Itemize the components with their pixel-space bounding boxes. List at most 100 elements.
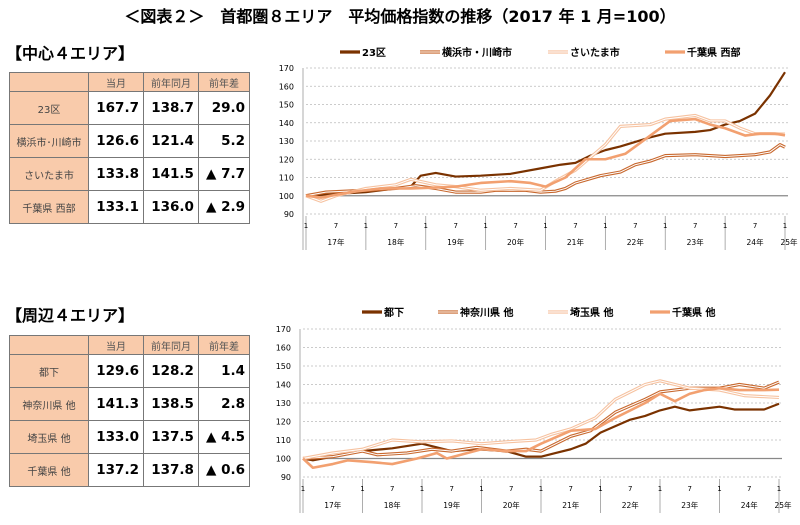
table-row: 神奈川県 他 141.3 138.5 2.8: [9, 387, 251, 421]
row-label: さいたま市: [9, 157, 89, 191]
month-tick-label: 7: [688, 485, 692, 493]
year-label: 22年: [622, 500, 640, 510]
row-label: 千葉県 他: [9, 453, 89, 487]
y-tick-label: 120: [276, 418, 291, 427]
legend-label: 埼玉県 他: [570, 306, 613, 319]
year-label: 18年: [387, 237, 405, 247]
cell: 141.3: [88, 387, 144, 421]
y-tick-label: 170: [276, 325, 291, 334]
month-tick-label: 1: [658, 485, 662, 493]
cell: 137.5: [142, 420, 199, 454]
series-さいたま市: [305, 113, 786, 203]
month-tick-label: 1: [360, 485, 364, 493]
cell: 126.6: [88, 124, 144, 158]
y-tick-label: 100: [276, 455, 291, 464]
series-埼玉県 他: [302, 379, 780, 461]
cell: 137.2: [88, 453, 144, 487]
month-tick-label: 1: [301, 485, 305, 493]
month-tick-label: 1: [598, 485, 602, 493]
month-tick-label: 7: [628, 485, 632, 493]
legend-item: 23区: [340, 47, 386, 59]
row-label: 横浜市･川崎市: [9, 124, 89, 158]
month-tick-label: 1: [479, 485, 483, 493]
central-areas-table: 当月 前年同月 前年差 23区 167.7 138.7 29.0 横浜市･川崎市 126…: [9, 72, 251, 224]
cell: 133.1: [88, 190, 144, 224]
table-row: 千葉県 他 137.2 137.8 ▲ 0.6: [9, 453, 251, 487]
legend-label: 都下: [383, 306, 404, 319]
series-line: [302, 402, 780, 462]
table-row: 横浜市･川崎市 126.6 121.4 5.2: [9, 124, 251, 158]
header-cell: 当月: [88, 72, 144, 92]
y-tick-label: 150: [279, 101, 294, 110]
header-cell: 前年差: [197, 335, 251, 355]
month-tick-label: 1: [539, 485, 543, 493]
year-label: 23年: [687, 237, 705, 247]
y-tick-label: 140: [276, 381, 291, 390]
series-line-inner: [305, 114, 786, 202]
series-line-inner: [305, 144, 786, 197]
month-tick-label: 1: [717, 485, 721, 493]
legend-item: 千葉県 西部: [665, 46, 740, 59]
legend-item: 都下: [362, 306, 404, 319]
cell: 129.6: [88, 354, 144, 388]
table-row: 埼玉県 他 133.0 137.5 ▲ 4.5: [9, 420, 251, 454]
cell: ▲ 2.9: [197, 190, 251, 224]
year-label: 22年: [627, 237, 645, 247]
series-23区: [305, 71, 786, 197]
series-line: [305, 71, 786, 197]
month-tick-label: 1: [364, 222, 368, 230]
central-areas-heading: 【中心４エリア】: [6, 44, 135, 63]
y-tick-label: 110: [279, 174, 294, 183]
month-tick-label: 1: [424, 222, 428, 230]
cell: 136.0: [142, 190, 199, 224]
cell: 167.7: [88, 91, 144, 125]
cell: 133.8: [88, 157, 144, 191]
legend-item: さいたま市: [548, 46, 620, 59]
year-label: 17年: [324, 500, 342, 510]
header-cell: 前年同月: [142, 72, 199, 92]
legend-item: 千葉県 他: [650, 306, 715, 319]
header-cell: 前年同月: [142, 335, 199, 355]
year-label: 21年: [562, 500, 580, 510]
y-tick-label: 90: [284, 210, 294, 219]
table-row: 千葉県 西部 133.1 136.0 ▲ 2.9: [9, 190, 251, 224]
peripheral-areas-table: 当月 前年同月 前年差 都下 129.6 128.2 1.4 神奈川県 他 141.3 1…: [9, 335, 251, 487]
year-label: 18年: [384, 500, 402, 510]
month-tick-label: 1: [483, 222, 487, 230]
header-cell: 前年差: [197, 72, 251, 92]
y-tick-label: 90: [281, 473, 291, 482]
month-tick-label: 1: [603, 222, 607, 230]
series-千葉県 他: [302, 386, 780, 470]
figure-title: ＜図表２＞ 首都圏８エリア 平均価格指数の推移（2017 年 1 月=100）: [124, 7, 676, 26]
row-label: 都下: [9, 354, 89, 388]
header-cell: [9, 72, 89, 92]
legend-label: 千葉県 西部: [687, 46, 740, 59]
legend-label: 千葉県 他: [672, 306, 715, 319]
y-tick-label: 100: [279, 192, 294, 201]
year-label: 23年: [681, 500, 699, 510]
y-tick-label: 160: [276, 344, 291, 353]
year-label: 24年: [741, 500, 759, 510]
y-tick-label: 140: [279, 119, 294, 128]
series-line: [302, 379, 780, 461]
month-tick-label: 7: [513, 222, 517, 230]
series-横浜市・川崎市: [305, 143, 786, 198]
month-tick-label: 7: [453, 222, 457, 230]
month-tick-label: 7: [450, 485, 454, 493]
year-label: 19年: [447, 237, 465, 247]
month-tick-label: 1: [543, 222, 547, 230]
series-line: [302, 386, 780, 470]
chart-2: 90 100 110 120 130 140 150 160 170 1 7 17年 1 7 18年 1 7 19…: [276, 306, 792, 513]
legend-item: 横浜市・川崎市: [420, 46, 512, 59]
month-tick-label: 7: [573, 222, 577, 230]
month-tick-label: 1: [663, 222, 667, 230]
month-tick-label: 7: [331, 485, 335, 493]
month-tick-label: 1: [777, 485, 781, 493]
year-label: 25年: [780, 237, 798, 247]
month-tick-label: 7: [334, 222, 338, 230]
header-cell: [9, 335, 89, 355]
row-label: 23区: [9, 91, 89, 125]
cell: 133.0: [88, 420, 144, 454]
cell: 29.0: [197, 91, 251, 125]
y-tick-label: 110: [276, 436, 291, 445]
